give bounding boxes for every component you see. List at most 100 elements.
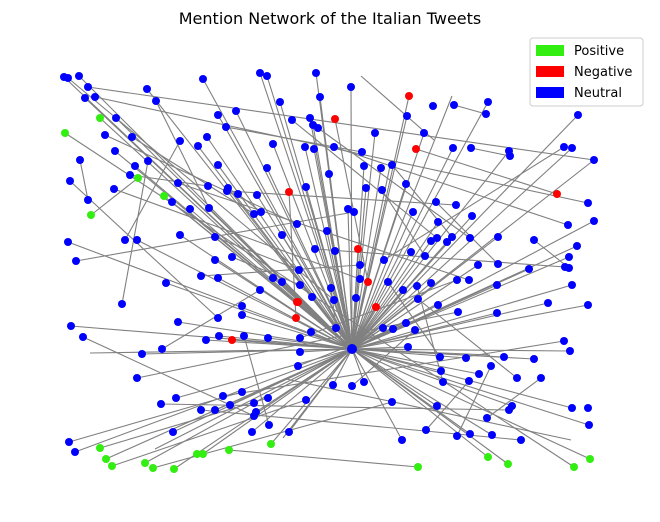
neutral-node: [65, 438, 73, 446]
node-layer: [60, 69, 598, 473]
neutral-node: [211, 406, 219, 414]
mention-edge: [99, 117, 353, 350]
neutral-node: [427, 237, 435, 245]
neutral-node: [409, 208, 417, 216]
mention-edge: [202, 348, 353, 455]
neutral-node: [84, 196, 92, 204]
neutral-node: [257, 208, 265, 216]
mention-edge: [68, 391, 243, 443]
mention-edge: [351, 236, 499, 350]
neutral-node: [223, 187, 231, 195]
mention-edge: [251, 348, 353, 433]
neutral-node: [264, 394, 272, 402]
neutral-node: [530, 355, 538, 363]
mention-edge: [351, 348, 509, 465]
neutral-node: [358, 148, 366, 156]
neutral-node: [590, 217, 598, 225]
neutral-node: [158, 345, 166, 353]
neutral-node: [240, 332, 248, 340]
mention-edge: [99, 397, 269, 449]
positive-node: [504, 460, 512, 468]
neutral-node: [429, 102, 437, 110]
neutral-node: [452, 201, 460, 209]
neutral-node: [377, 164, 385, 172]
neutral-node: [323, 227, 331, 235]
mention-edge: [387, 281, 441, 358]
mention-edge: [391, 164, 453, 238]
neutral-node: [214, 161, 222, 169]
mention-edge: [351, 167, 382, 350]
mention-edge: [161, 289, 261, 350]
neutral-node: [238, 388, 246, 396]
mention-edge: [383, 146, 565, 261]
mention-edge: [200, 264, 361, 277]
neutral-node: [434, 301, 442, 309]
mention-edge: [351, 348, 491, 356]
positive-node: [170, 465, 178, 473]
mention-edge: [350, 86, 353, 350]
neutral-node: [256, 286, 264, 294]
mention-edge: [351, 95, 453, 350]
mention-edge: [228, 449, 419, 468]
neutral-node: [76, 156, 84, 164]
mention-edge: [129, 174, 209, 187]
mention-edge: [351, 256, 570, 350]
mention-edge: [417, 298, 518, 379]
mention-edge: [351, 348, 438, 407]
neutral-node: [402, 180, 410, 188]
neutral-node: [388, 398, 396, 406]
neutral-node: [263, 164, 271, 172]
neutral-node: [560, 143, 568, 151]
neutral-node: [143, 85, 151, 93]
neutral-node: [450, 101, 458, 109]
neutral-node: [253, 191, 261, 199]
neutral-node: [296, 281, 304, 289]
neutral-node: [72, 257, 80, 265]
negative-node: [285, 188, 293, 196]
neutral-node: [215, 332, 223, 340]
neutral-node: [467, 144, 475, 152]
neutral-node: [402, 319, 410, 327]
positive-node: [160, 192, 168, 200]
positive-node: [102, 455, 110, 463]
neutral-node: [352, 294, 360, 302]
neutral-node: [449, 144, 457, 152]
neutral-node: [525, 265, 533, 273]
neutral-node: [84, 83, 92, 91]
mention-edge: [237, 193, 262, 213]
positive-node: [87, 211, 95, 219]
neutral-node: [468, 212, 476, 220]
mention-edge: [222, 340, 565, 397]
neutral-node: [91, 93, 99, 101]
neutral-node: [264, 334, 272, 342]
neutral-node: [112, 114, 120, 122]
mention-edge: [82, 336, 255, 417]
mention-edge: [351, 132, 376, 350]
neutral-node: [500, 353, 508, 361]
neutral-node: [432, 198, 440, 206]
neutral-node: [128, 133, 136, 141]
positive-node: [414, 463, 422, 471]
mention-edge: [425, 380, 470, 431]
mention-edge: [334, 250, 353, 350]
neutral-node: [574, 111, 582, 119]
positive-node: [134, 174, 142, 182]
neutral-node: [422, 426, 430, 434]
neutral-node: [544, 299, 552, 307]
neutral-node: [176, 231, 184, 239]
neutral-node: [465, 377, 473, 385]
neutral-node: [312, 69, 320, 77]
mention-edge: [243, 335, 270, 426]
positive-node: [225, 446, 233, 454]
neutral-node: [362, 184, 370, 192]
neutral-node: [278, 278, 286, 286]
neutral-node: [64, 238, 72, 246]
neutral-node: [176, 137, 184, 145]
mention-edge: [351, 114, 579, 350]
neutral-node: [133, 236, 141, 244]
neutral-node: [203, 133, 211, 141]
neutral-node: [75, 72, 83, 80]
mention-edge: [486, 377, 542, 419]
negative-node: [372, 303, 380, 311]
mention-edge: [333, 146, 569, 226]
